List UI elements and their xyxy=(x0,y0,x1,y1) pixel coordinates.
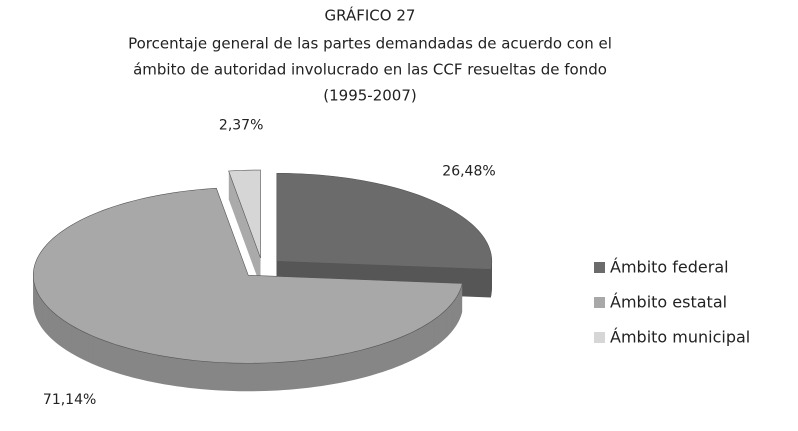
chart-subtitle: ámbito de autoridad involucrado en las C… xyxy=(133,61,607,79)
legend-swatch xyxy=(594,332,605,343)
legend-label: Ámbito estatal xyxy=(610,293,727,312)
slice-top xyxy=(228,169,261,259)
chart-subtitle: Porcentaje general de las partes demanda… xyxy=(128,35,612,53)
legend-label: Ámbito federal xyxy=(610,258,729,277)
pie-slice xyxy=(276,172,493,298)
legend-swatch xyxy=(594,297,605,308)
slice-top xyxy=(32,187,463,364)
legend-swatch xyxy=(594,262,605,273)
pie-slice xyxy=(32,187,463,392)
slice-top xyxy=(276,172,493,270)
chart-title: GRÁFICO 27 xyxy=(325,6,416,25)
legend-label: Ámbito municipal xyxy=(610,328,750,347)
chart-subtitle: (1995-2007) xyxy=(323,87,416,105)
data-label: 2,37% xyxy=(219,117,263,133)
data-label: 26,48% xyxy=(442,164,495,180)
pie-slice xyxy=(228,169,261,287)
data-label: 71,14% xyxy=(43,392,96,408)
